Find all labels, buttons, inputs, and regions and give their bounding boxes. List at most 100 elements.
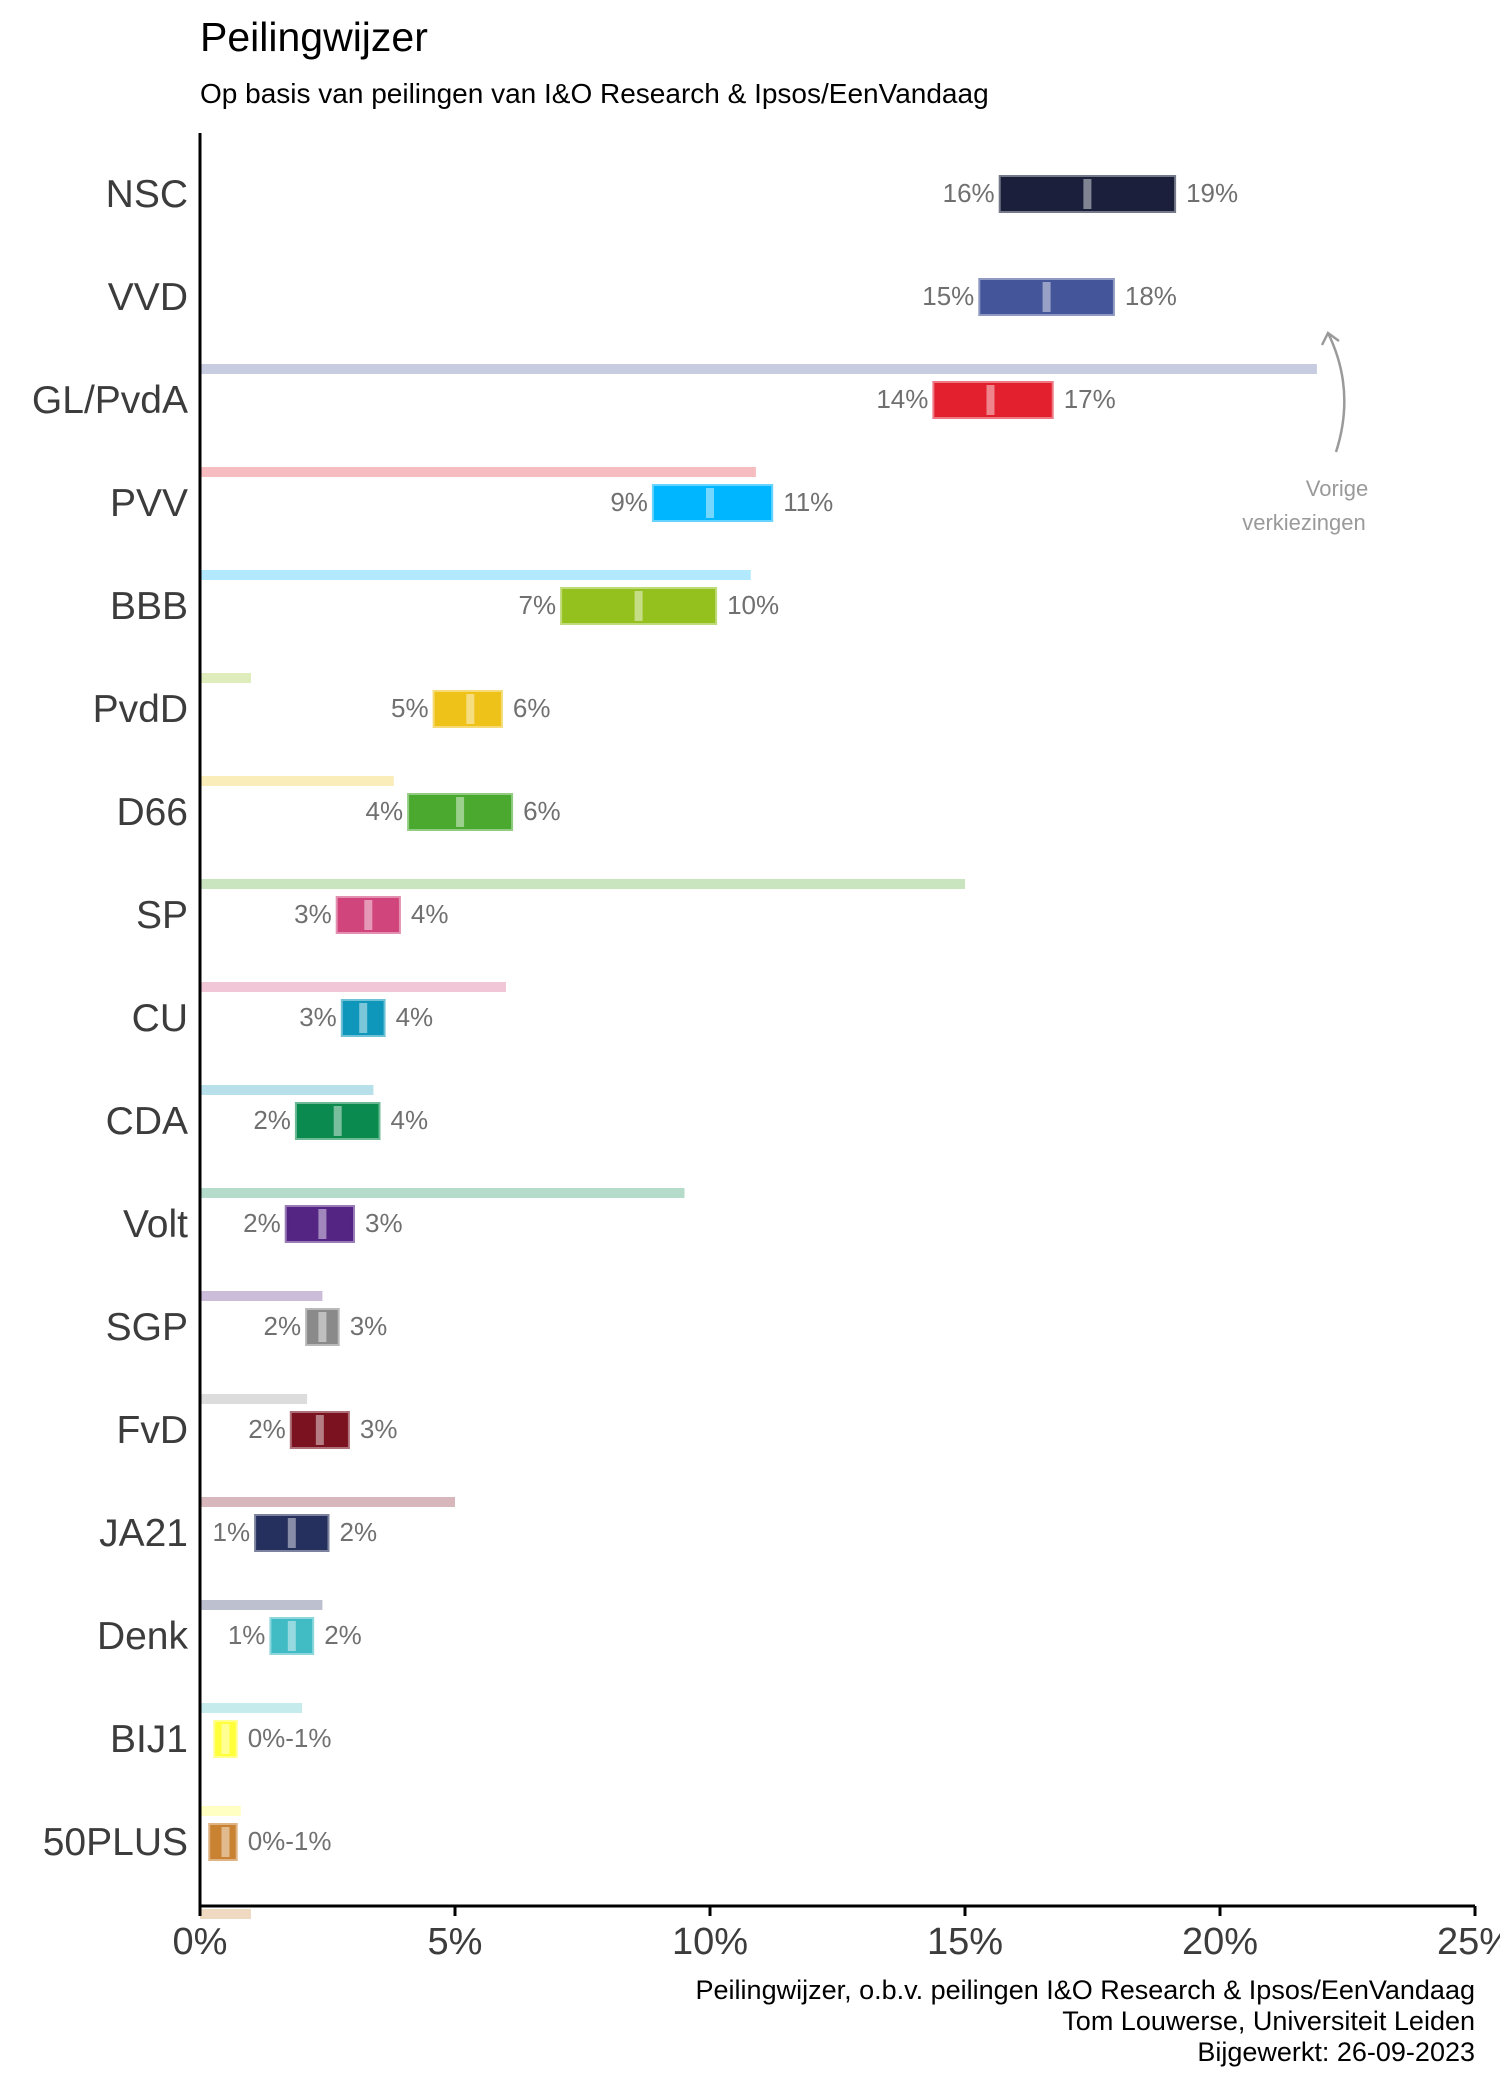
previous-election-annotation: Vorige verkiezingen <box>1242 331 1368 535</box>
previous-bar-fvd <box>200 1497 455 1507</box>
previous-bar-sp <box>200 982 506 992</box>
midpoint-mark-ja21 <box>287 1518 296 1548</box>
range-bar-cda <box>294 1102 381 1140</box>
annotation-arrow <box>1326 332 1346 453</box>
x-tick-label: 0% <box>173 1921 228 1960</box>
range-bar-sp <box>335 896 401 934</box>
midpoint-mark-vvd <box>1042 282 1051 312</box>
x-tick-label: 25% <box>1437 1921 1500 1960</box>
midpoint-mark-nsc <box>1083 179 1092 209</box>
high-label-d66: 6% <box>523 796 561 826</box>
range-bar-pvdd <box>432 690 503 728</box>
party-label-cu: CU <box>132 997 188 1040</box>
annotation-arrowhead <box>1320 331 1340 346</box>
caption-source: Peilingwijzer, o.b.v. peilingen I&O Rese… <box>695 1975 1475 2005</box>
high-label-sp: 4% <box>411 899 449 929</box>
high-label-pvv: 11% <box>783 487 833 517</box>
low-label-fvd: 2% <box>248 1414 286 1444</box>
x-tick-label: 15% <box>927 1921 1003 1960</box>
range-bar-fvd <box>289 1411 350 1449</box>
high-label-gl-pvda: 17% <box>1064 384 1116 414</box>
annotation-line-1: Vorige <box>1306 476 1368 501</box>
midpoint-mark-cda <box>333 1106 342 1136</box>
range-bar-denk <box>269 1617 315 1655</box>
party-label-gl-pvda: GL/PvdA <box>32 379 188 422</box>
poll-range-layer <box>208 175 1177 1861</box>
previous-election-layer <box>200 364 1317 1919</box>
previous-bar-bbb <box>200 673 251 683</box>
party-label-volt: Volt <box>123 1203 188 1246</box>
range-bar-d66 <box>407 793 514 831</box>
high-label-bij1: 0%-1% <box>248 1723 332 1753</box>
range-bar-vvd <box>978 278 1115 316</box>
low-label-vvd: 15% <box>922 281 974 311</box>
annotation-line-2: verkiezingen <box>1242 510 1366 535</box>
range-bar-nsc <box>998 175 1177 213</box>
party-label-sgp: SGP <box>106 1306 188 1349</box>
party-label-sp: SP <box>136 894 188 937</box>
range-bar-gl-pvda <box>932 381 1054 419</box>
midpoint-mark-pvv <box>706 488 714 518</box>
previous-bar-vvd <box>200 364 1317 374</box>
low-label-cda: 2% <box>253 1105 291 1135</box>
party-label-cda: CDA <box>106 1100 188 1143</box>
high-label-nsc: 19% <box>1186 178 1238 208</box>
midpoint-mark-50plus <box>221 1827 230 1857</box>
chart-subtitle: Op basis van peilingen van I&O Research … <box>200 78 989 109</box>
party-label-pvdd: PvdD <box>93 688 188 731</box>
range-bar-volt <box>284 1205 356 1243</box>
range-bar-bbb <box>560 587 718 625</box>
x-tick-label: 5% <box>428 1921 483 1960</box>
x-tick-label: 20% <box>1182 1921 1258 1960</box>
party-label-bbb: BBB <box>110 585 188 628</box>
range-bar-ja21 <box>254 1514 330 1552</box>
previous-bar-volt <box>200 1291 323 1301</box>
range-bar-bij1 <box>213 1720 238 1758</box>
x-axis-ticks: 0% 5% 10% 15% 20% 25% <box>173 1906 1500 1960</box>
party-label-d66: D66 <box>116 791 188 834</box>
high-label-volt: 3% <box>365 1208 403 1238</box>
previous-bar-sgp <box>200 1394 308 1404</box>
midpoint-mark-pvdd <box>466 694 475 724</box>
previous-bar-d66 <box>200 879 965 889</box>
high-label-bbb: 10% <box>727 590 779 620</box>
chart-title: Peilingwijzer <box>200 14 428 60</box>
poll-chart: NSC 16% 19% VVD 15% 18% GL/PvdA 14% 17% PVV 9% 11% B… <box>32 133 1500 1960</box>
label-layer: NSC 16% 19% VVD 15% 18% GL/PvdA 14% 17% PVV 9% 11% B… <box>32 173 1238 1864</box>
previous-bar-pvdd <box>200 776 394 786</box>
caption-author: Tom Louwerse, Universiteit Leiden <box>1062 2006 1475 2036</box>
midpoint-mark-volt <box>318 1209 327 1239</box>
low-label-pvv: 9% <box>610 487 648 517</box>
low-label-volt: 2% <box>243 1208 281 1238</box>
midpoint-mark-bij1 <box>221 1724 230 1754</box>
midpoint-mark-denk <box>287 1621 296 1651</box>
previous-bar-cda <box>200 1188 685 1198</box>
low-label-nsc: 16% <box>943 178 995 208</box>
low-label-ja21: 1% <box>213 1517 251 1547</box>
low-label-pvdd: 5% <box>391 693 429 723</box>
party-label-ja21: JA21 <box>99 1512 188 1555</box>
x-tick-label: 10% <box>672 1921 748 1960</box>
midpoint-mark-fvd <box>315 1415 324 1445</box>
party-label-50plus: 50PLUS <box>43 1821 188 1864</box>
high-label-denk: 2% <box>324 1620 362 1650</box>
previous-bar-pvv <box>200 570 751 580</box>
party-label-vvd: VVD <box>108 276 188 319</box>
midpoint-mark-gl-pvda <box>986 385 995 415</box>
low-label-d66: 4% <box>366 796 404 826</box>
previous-bar-50plus <box>200 1909 251 1919</box>
source-caption: Peilingwijzer, o.b.v. peilingen I&O Rese… <box>696 1975 1475 2068</box>
range-bar-pvv <box>651 484 774 522</box>
midpoint-mark-d66 <box>456 797 465 827</box>
high-label-vvd: 18% <box>1125 281 1177 311</box>
high-label-cda: 4% <box>391 1105 429 1135</box>
high-label-pvdd: 6% <box>513 693 551 723</box>
range-bar-50plus <box>208 1823 238 1861</box>
party-label-pvv: PVV <box>110 482 188 525</box>
party-label-bij1: BIJ1 <box>110 1718 188 1761</box>
low-label-sgp: 2% <box>264 1311 302 1341</box>
party-label-denk: Denk <box>97 1615 189 1658</box>
low-label-cu: 3% <box>299 1002 337 1032</box>
midpoint-mark-bbb <box>634 591 643 621</box>
low-label-gl-pvda: 14% <box>876 384 928 414</box>
